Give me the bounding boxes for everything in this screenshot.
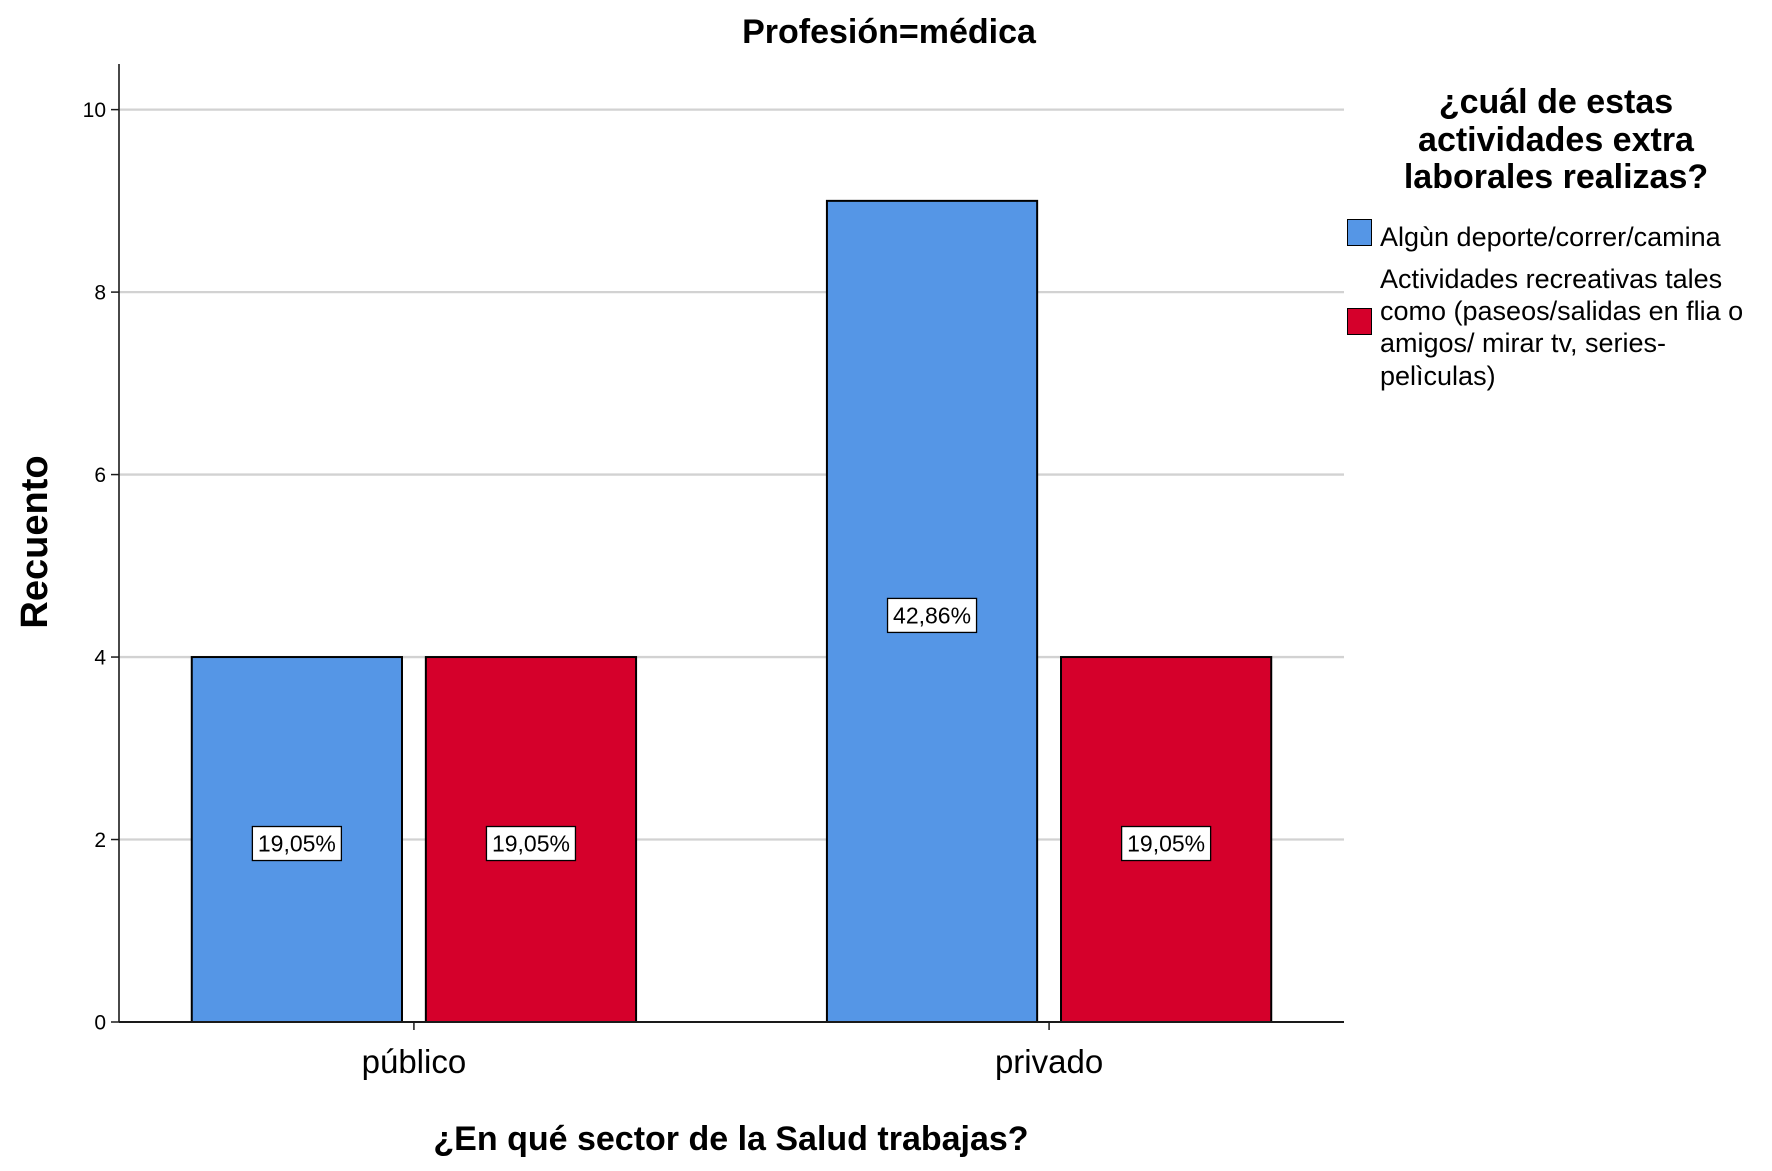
y-axis-title: Recuento (14, 455, 56, 628)
data-label: 42,86% (886, 597, 978, 634)
data-label-text: 19,05% (258, 831, 336, 857)
legend-title: ¿cuál de estas actividades extra laboral… (1403, 83, 1709, 196)
legend-label-recreativas: Actividades recreativas tales como (pase… (1380, 264, 1744, 391)
legend-label-deporte: Algùn deporte/correr/camina (1380, 222, 1721, 252)
y-tick-label: 10 (83, 99, 106, 122)
data-label: 19,05% (485, 825, 577, 862)
y-tick-label: 6 (94, 464, 106, 487)
y-tick-label: 4 (94, 647, 106, 670)
legend-swatch-blue (1347, 219, 1372, 246)
data-label-box (1120, 825, 1212, 862)
x-tick-label: privado (995, 1043, 1103, 1080)
legend-swatch-red (1347, 308, 1372, 335)
data-label-text: 19,05% (1127, 831, 1205, 857)
axes (118, 64, 1344, 1023)
data-label-box (886, 597, 978, 634)
data-labels: 19,05% 19,05% 42,86% 19,05% (251, 597, 1212, 862)
x-axis-ticks: público privado (362, 1022, 1103, 1080)
y-tick-label: 0 (94, 1012, 106, 1035)
data-label: 19,05% (1120, 825, 1212, 862)
x-tick-label: público (362, 1043, 467, 1080)
bars (190, 199, 1273, 1024)
data-label-box (251, 825, 343, 862)
data-label-text: 42,86% (893, 602, 971, 628)
data-label-box (485, 825, 577, 862)
data-label: 19,05% (251, 825, 343, 862)
y-tick-label: 8 (94, 282, 106, 305)
y-tick-label: 2 (94, 829, 106, 852)
data-label-text: 19,05% (492, 831, 570, 857)
x-axis-title: ¿En qué sector de la Salud trabajas? (433, 1120, 1028, 1158)
y-axis-ticks: 0 2 4 6 8 10 (83, 99, 119, 1035)
chart-title: Profesión=médica (742, 13, 1037, 51)
